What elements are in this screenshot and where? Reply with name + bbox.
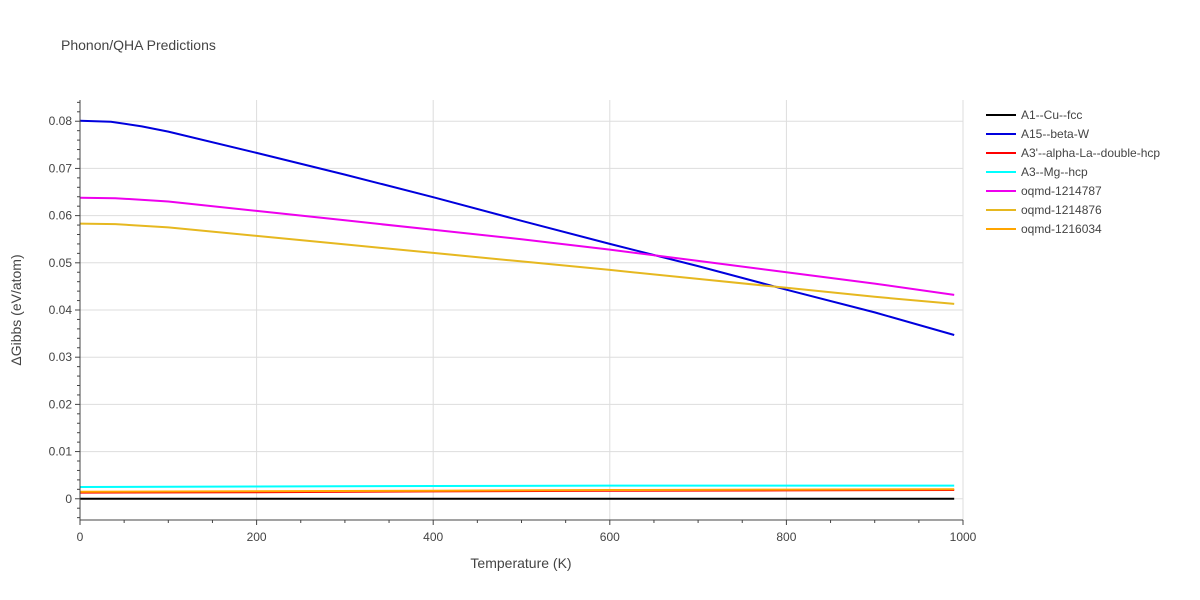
- y-tick-label: 0.06: [49, 209, 73, 223]
- y-tick-label: 0.04: [49, 303, 73, 317]
- y-tick-label: 0: [65, 492, 72, 506]
- x-axis-title: Temperature (K): [470, 555, 571, 571]
- legend-item[interactable]: oqmd-1214787: [986, 184, 1102, 198]
- legend-label: A3'--alpha-La--double-hcp: [1021, 146, 1160, 160]
- legend: A1--Cu--fcc A15--beta-W A3'--alpha-La--dou…: [986, 108, 1160, 236]
- series-line: [79, 196, 955, 296]
- chart-title: Phonon/QHA Predictions: [61, 37, 216, 53]
- series-line: [79, 222, 955, 305]
- x-tick-label: 200: [247, 530, 267, 544]
- tick-labels: 0 200 400 600 800 1000 0 0.01 0.02 0.03 0.04 0.05 0.…: [49, 114, 977, 544]
- x-tick-label: 1000: [950, 530, 977, 544]
- axes: [75, 100, 964, 525]
- legend-label: A15--beta-W: [1021, 127, 1090, 141]
- series-line: [79, 119, 955, 336]
- x-tick-label: 800: [776, 530, 796, 544]
- legend-item[interactable]: oqmd-1214876: [986, 203, 1102, 217]
- legend-item[interactable]: A3'--alpha-La--double-hcp: [986, 146, 1160, 160]
- y-axis-title: ΔGibbs (eV/atom): [8, 254, 24, 365]
- y-tick-label: 0.03: [49, 350, 73, 364]
- legend-label: A1--Cu--fcc: [1021, 108, 1082, 122]
- x-tick-label: 400: [423, 530, 443, 544]
- series-line: [79, 484, 955, 488]
- series-lines: [79, 119, 955, 500]
- legend-label: oqmd-1214787: [1021, 184, 1102, 198]
- legend-item[interactable]: A15--beta-W: [986, 127, 1090, 141]
- legend-item[interactable]: oqmd-1216034: [986, 222, 1102, 236]
- y-tick-label: 0.01: [49, 445, 73, 459]
- x-tick-label: 0: [77, 530, 84, 544]
- y-tick-label: 0.08: [49, 114, 73, 128]
- grid: [80, 100, 964, 520]
- legend-label: A3--Mg--hcp: [1021, 165, 1088, 179]
- y-tick-label: 0.05: [49, 256, 73, 270]
- y-tick-label: 0.07: [49, 161, 73, 175]
- series-line: [79, 488, 955, 493]
- legend-item[interactable]: A3--Mg--hcp: [986, 165, 1088, 179]
- y-tick-label: 0.02: [49, 397, 73, 411]
- legend-item[interactable]: A1--Cu--fcc: [986, 108, 1082, 122]
- legend-label: oqmd-1216034: [1021, 222, 1102, 236]
- legend-label: oqmd-1214876: [1021, 203, 1102, 217]
- x-tick-label: 600: [600, 530, 620, 544]
